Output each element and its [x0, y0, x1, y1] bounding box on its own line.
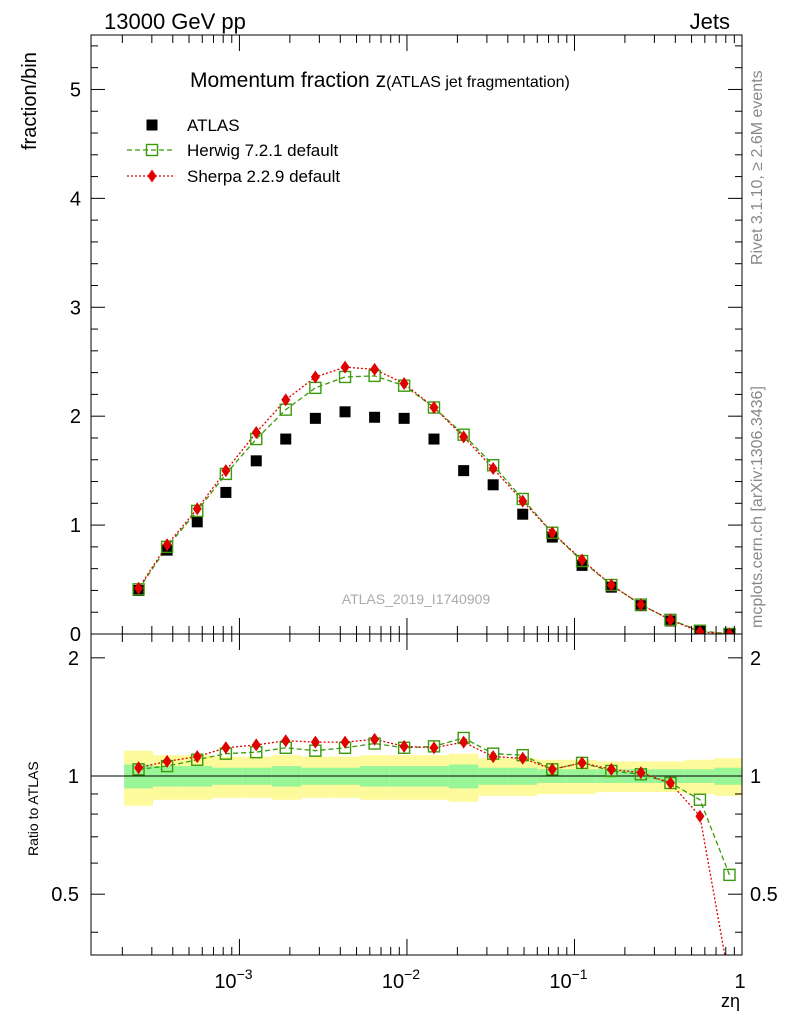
ratio-point-1 — [665, 776, 675, 790]
chart-title: Momentum fraction z(ATLAS jet fragmentat… — [190, 69, 570, 92]
data-point-2 — [665, 613, 675, 627]
ratio-y-tick-label: 0.5 — [51, 884, 79, 906]
data-point-0 — [398, 412, 410, 424]
data-point-0 — [487, 479, 499, 491]
rivet-version-label: Rivet 3.1.10, ≥ 2.6M events — [749, 70, 766, 265]
data-point-0 — [369, 411, 381, 423]
y-tick-label: 0 — [70, 624, 81, 646]
data-point-2 — [221, 464, 231, 478]
x-tick-label: 10−3 — [214, 966, 252, 993]
ratio-y-tick-label: 2 — [68, 648, 79, 670]
ratio-point-0 — [723, 868, 736, 882]
x-tick-label: 1 — [734, 971, 745, 993]
data-point-2 — [162, 538, 172, 552]
legend-marker — [146, 119, 158, 131]
data-point-2 — [340, 360, 350, 374]
x-tick-label: 10−2 — [382, 966, 420, 993]
data-point-2 — [577, 553, 587, 567]
ratio-y-axis-label: Ratio to ATLAS — [25, 761, 41, 856]
data-point-2 — [459, 430, 469, 444]
analysis-watermark: ATLAS_2019_I1740909 — [342, 591, 491, 607]
ratio-point-1 — [725, 975, 734, 988]
data-point-2 — [192, 502, 202, 516]
ratio-point-1 — [577, 756, 587, 770]
header-process: 13000 GeV pp — [104, 9, 246, 34]
ratio-point-1 — [547, 762, 557, 776]
ratio-point-1 — [636, 766, 646, 780]
legend: ATLAS Herwig 7.2.1 default Sherpa 2.2.9 de… — [127, 116, 340, 186]
legend-label: Sherpa 2.2.9 default — [187, 167, 340, 186]
data-point-2 — [547, 526, 557, 540]
data-point-0 — [517, 508, 529, 520]
ratio-point-1 — [221, 741, 231, 755]
main-plot-series — [132, 360, 736, 634]
data-point-2 — [399, 377, 409, 391]
ratio-point-1 — [370, 732, 380, 746]
ratio-point-1 — [518, 751, 528, 765]
data-point-1 — [309, 381, 322, 395]
data-point-2 — [488, 461, 498, 475]
y-tick-label: 3 — [70, 297, 81, 319]
data-point-2 — [518, 494, 528, 508]
series-line-1 — [138, 375, 730, 634]
ratio-y-tick-label-right: 1 — [750, 766, 761, 788]
ratio-point-1 — [695, 809, 705, 823]
ratio-point-1 — [251, 738, 261, 752]
data-point-0 — [428, 433, 440, 445]
mcplots-label: mcplots.cern.ch [arXiv:1306.3436] — [749, 386, 766, 628]
y-tick-label: 2 — [70, 406, 81, 428]
legend-label: ATLAS — [187, 116, 240, 135]
y-tick-label: 1 — [70, 515, 81, 537]
ratio-point-1 — [606, 762, 616, 776]
data-point-0 — [458, 465, 470, 477]
data-point-2 — [695, 625, 705, 634]
data-point-2 — [724, 627, 734, 634]
ratio-point-1 — [340, 735, 350, 749]
data-point-1 — [693, 624, 707, 634]
data-point-2 — [429, 400, 439, 414]
uncertainty-bands — [124, 750, 742, 806]
data-point-2 — [636, 598, 646, 612]
ratio-point-1 — [399, 739, 409, 753]
legend-label: Herwig 7.2.1 default — [187, 141, 338, 160]
data-point-2 — [370, 362, 380, 376]
x-tick-label: 10−1 — [549, 966, 587, 993]
data-point-0 — [309, 412, 321, 424]
ratio-y-tick-label: 1 — [68, 766, 79, 788]
y-tick-label: 5 — [70, 79, 81, 101]
ratio-y-tick-label-right: 0.5 — [750, 884, 778, 906]
ratio-y-tick-label-right: 2 — [750, 648, 761, 670]
data-point-0 — [191, 516, 203, 528]
data-point-2 — [281, 393, 291, 407]
ratio-plot-frame — [90, 633, 743, 956]
ratio-point-1 — [134, 761, 144, 775]
ratio-point-0 — [693, 793, 707, 806]
ratio-point-1 — [429, 741, 439, 755]
main-y-axis-label: fraction/bin — [19, 52, 41, 150]
data-point-2 — [310, 370, 320, 384]
data-point-0 — [250, 455, 262, 467]
y-tick-label: 4 — [70, 188, 81, 210]
ratio-point-1 — [192, 750, 202, 764]
data-point-0 — [339, 406, 351, 418]
ratio-point-1 — [162, 754, 172, 768]
data-point-2 — [606, 578, 616, 592]
ratio-point-1 — [310, 735, 320, 749]
header-category: Jets — [690, 9, 730, 34]
ratio-point-1 — [488, 750, 498, 764]
legend-marker — [147, 169, 157, 183]
legend-marker — [145, 143, 159, 157]
x-axis-label: zη — [721, 991, 740, 1011]
ratio-point-1 — [459, 735, 469, 749]
ratio-point-1 — [281, 734, 291, 748]
ratio-plot-series — [132, 731, 736, 988]
data-point-0 — [280, 433, 292, 445]
data-point-2 — [134, 581, 144, 595]
axis-ticks: 0 1 2 3 4 5 0.5 0.5 1 1 2 2 10−3 10−2 10−1 1 — [51, 35, 778, 993]
data-point-0 — [220, 486, 232, 498]
data-point-2 — [251, 426, 261, 440]
